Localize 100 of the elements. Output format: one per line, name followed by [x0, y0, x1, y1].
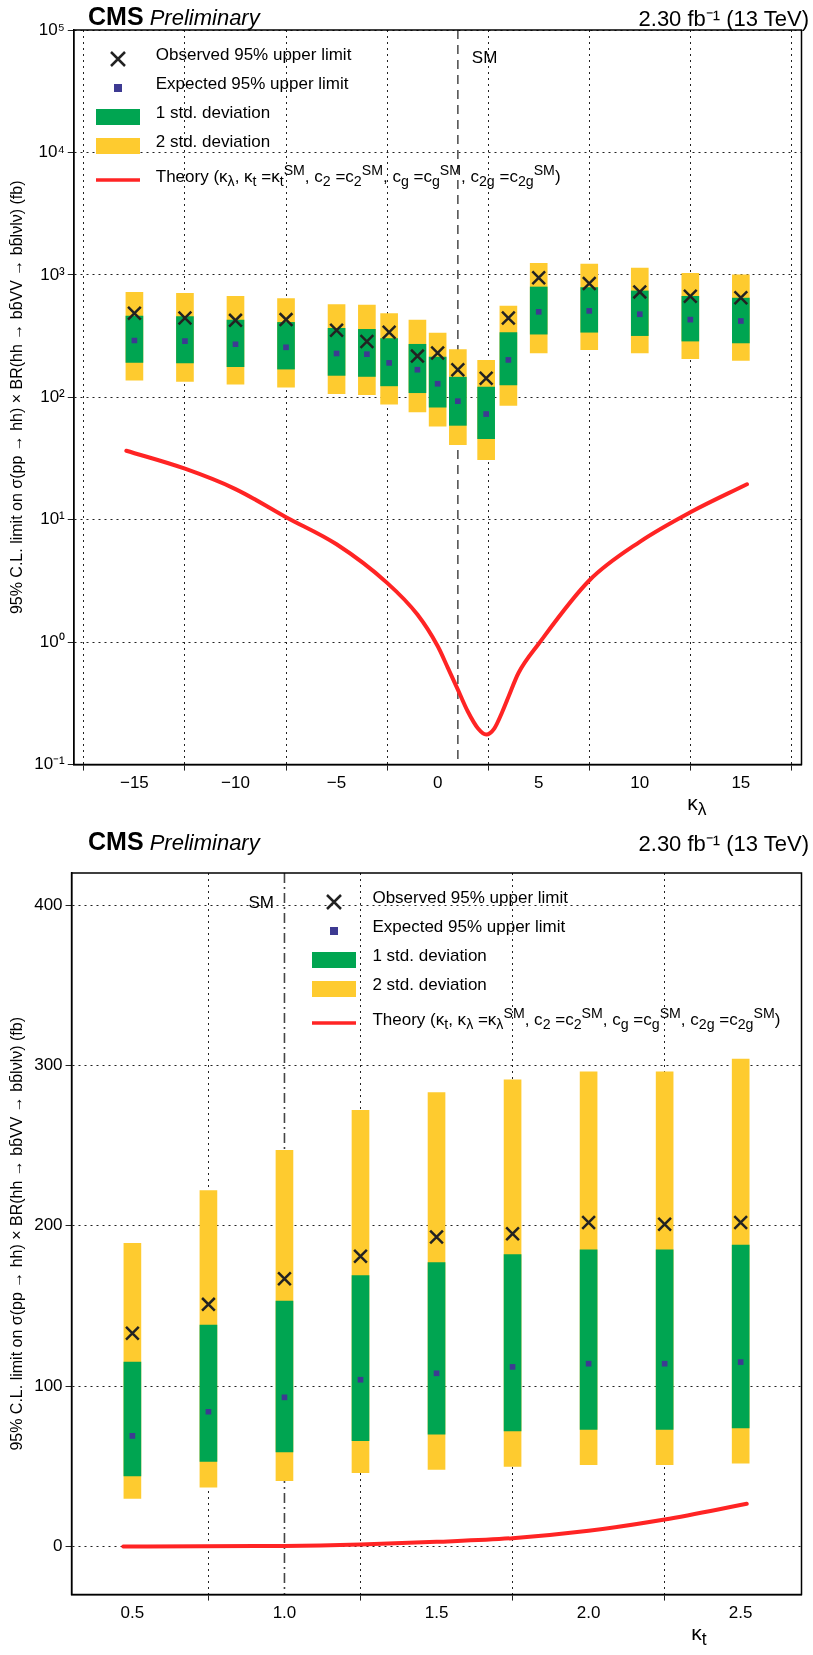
- bar: [277, 322, 295, 370]
- point: [278, 312, 294, 328]
- x-tick-label: 15: [731, 773, 751, 793]
- bar: [732, 297, 750, 344]
- bar: [275, 1300, 294, 1453]
- point: [386, 360, 392, 366]
- legend-label: 2 std. deviation: [372, 974, 487, 996]
- ref-line-label: SM: [471, 48, 498, 68]
- x-tick-label: −15: [119, 773, 149, 793]
- point: [357, 1376, 364, 1383]
- point: [129, 1433, 136, 1439]
- bar: [428, 356, 447, 408]
- x-tick-label: −5: [326, 773, 347, 793]
- point: [504, 1226, 521, 1242]
- bar: [579, 1249, 598, 1430]
- x-tick-label: 1.0: [272, 1603, 297, 1623]
- y-tick-label: 10¹: [40, 509, 66, 529]
- point: [283, 344, 289, 351]
- x-tick-label: 0: [432, 773, 443, 793]
- x-axis-title: κ$_{t}$: [691, 1620, 707, 1650]
- bar: [226, 319, 245, 367]
- y-tick-label: 10²: [40, 386, 66, 406]
- y-axis-title: 95% C.L. limit on σ(pp → hh) × BR(hh → bb̄VV → bb̄lνlν) (fb): [8, 1017, 26, 1451]
- legend-label: Observed 95% upper limit: [372, 887, 569, 909]
- x-tick-label: 2.5: [728, 1603, 753, 1623]
- point: [738, 318, 744, 324]
- x-tick-label: 5: [533, 773, 544, 793]
- point: [657, 1216, 673, 1232]
- bar: [449, 376, 467, 426]
- legend-label: 1 std. deviation: [155, 102, 271, 124]
- annotation: 2.30 fb⁻¹ (13 TeV): [638, 5, 809, 32]
- point: [585, 1360, 592, 1367]
- ref-line-label: SM: [248, 893, 274, 913]
- bar: [580, 287, 599, 333]
- bar: [681, 295, 700, 342]
- point: [364, 351, 370, 358]
- point: [661, 1360, 668, 1367]
- chart-subtitle: Preliminary: [148, 830, 260, 855]
- y-tick-label: 10⁴: [38, 142, 65, 162]
- point: [414, 366, 421, 373]
- y-tick-label: 200: [34, 1215, 63, 1235]
- x-tick-label: −10: [221, 773, 250, 793]
- point: [733, 290, 749, 306]
- bar: [477, 386, 495, 439]
- point: [450, 362, 466, 378]
- point: [500, 310, 516, 326]
- point: [434, 380, 441, 387]
- bar: [380, 338, 398, 387]
- point: [682, 288, 698, 304]
- chart-subtitle: Preliminary: [148, 5, 260, 30]
- y-axis-title: 95% C.L. limit on σ(pp → hh) × BR(hh → bb̄VV → bb̄lνlν) (fb): [8, 180, 26, 615]
- legend-label: 1 std. deviation: [372, 945, 487, 967]
- point: [478, 370, 494, 386]
- point: [177, 310, 193, 326]
- legend-label: Expected 95% upper limit: [372, 916, 566, 938]
- point: [733, 1214, 749, 1231]
- text: Theory (κ$_{t}$, κ$_{λ}$ =κ$_{λ}$$^{SM}$, c$_{2}$ =c$_{2}$$^{SM}$, c$_{g}$ =c$_{g}$$^{SM}$, c$_{2g}$ =c$_{2g}$$^{SM}$): [372, 1005, 781, 1033]
- line-series: [124, 448, 749, 737]
- y-tick-label: 0: [53, 1536, 63, 1556]
- bar: [176, 316, 194, 364]
- y-tick-label: 10⁵: [38, 19, 65, 39]
- point: [509, 1364, 516, 1370]
- point: [352, 1248, 369, 1264]
- chart-title: CMS: [88, 2, 144, 30]
- y-tick-label: 400: [34, 894, 63, 914]
- bar: [529, 286, 548, 335]
- point: [535, 309, 542, 315]
- bar: [125, 315, 144, 363]
- y-tick-label: 10⁰: [39, 631, 65, 651]
- x-tick-label: 0.5: [120, 1603, 145, 1623]
- bar: [327, 327, 346, 376]
- point: [232, 341, 239, 348]
- x-tick-label: 10: [630, 773, 650, 793]
- bar: [427, 1262, 446, 1435]
- chart-title: CMS: [88, 827, 144, 855]
- x-tick-label: 1.5: [424, 1603, 449, 1623]
- bar: [499, 332, 518, 386]
- bar: [503, 1254, 522, 1432]
- point: [409, 348, 426, 364]
- legend-label: Observed 95% upper limit: [155, 44, 352, 66]
- point: [455, 398, 461, 404]
- point: [124, 1325, 141, 1341]
- bar: [351, 1275, 370, 1441]
- point: [126, 305, 143, 321]
- point: [430, 345, 446, 361]
- x-axis-title: κ$_{λ}$: [687, 790, 707, 820]
- point: [359, 333, 375, 350]
- point: [586, 308, 593, 314]
- bar: [199, 1324, 218, 1462]
- y-tick-label: 10³: [40, 264, 66, 284]
- point: [276, 1271, 293, 1287]
- point: [227, 312, 244, 328]
- point: [632, 284, 648, 300]
- y-tick-label: 300: [34, 1055, 63, 1075]
- y-tick-label: 10⁻¹: [34, 754, 66, 774]
- x-tick-label: 2.0: [576, 1603, 601, 1623]
- point: [182, 338, 188, 344]
- point: [505, 357, 512, 363]
- point: [636, 311, 643, 318]
- point: [433, 1370, 440, 1377]
